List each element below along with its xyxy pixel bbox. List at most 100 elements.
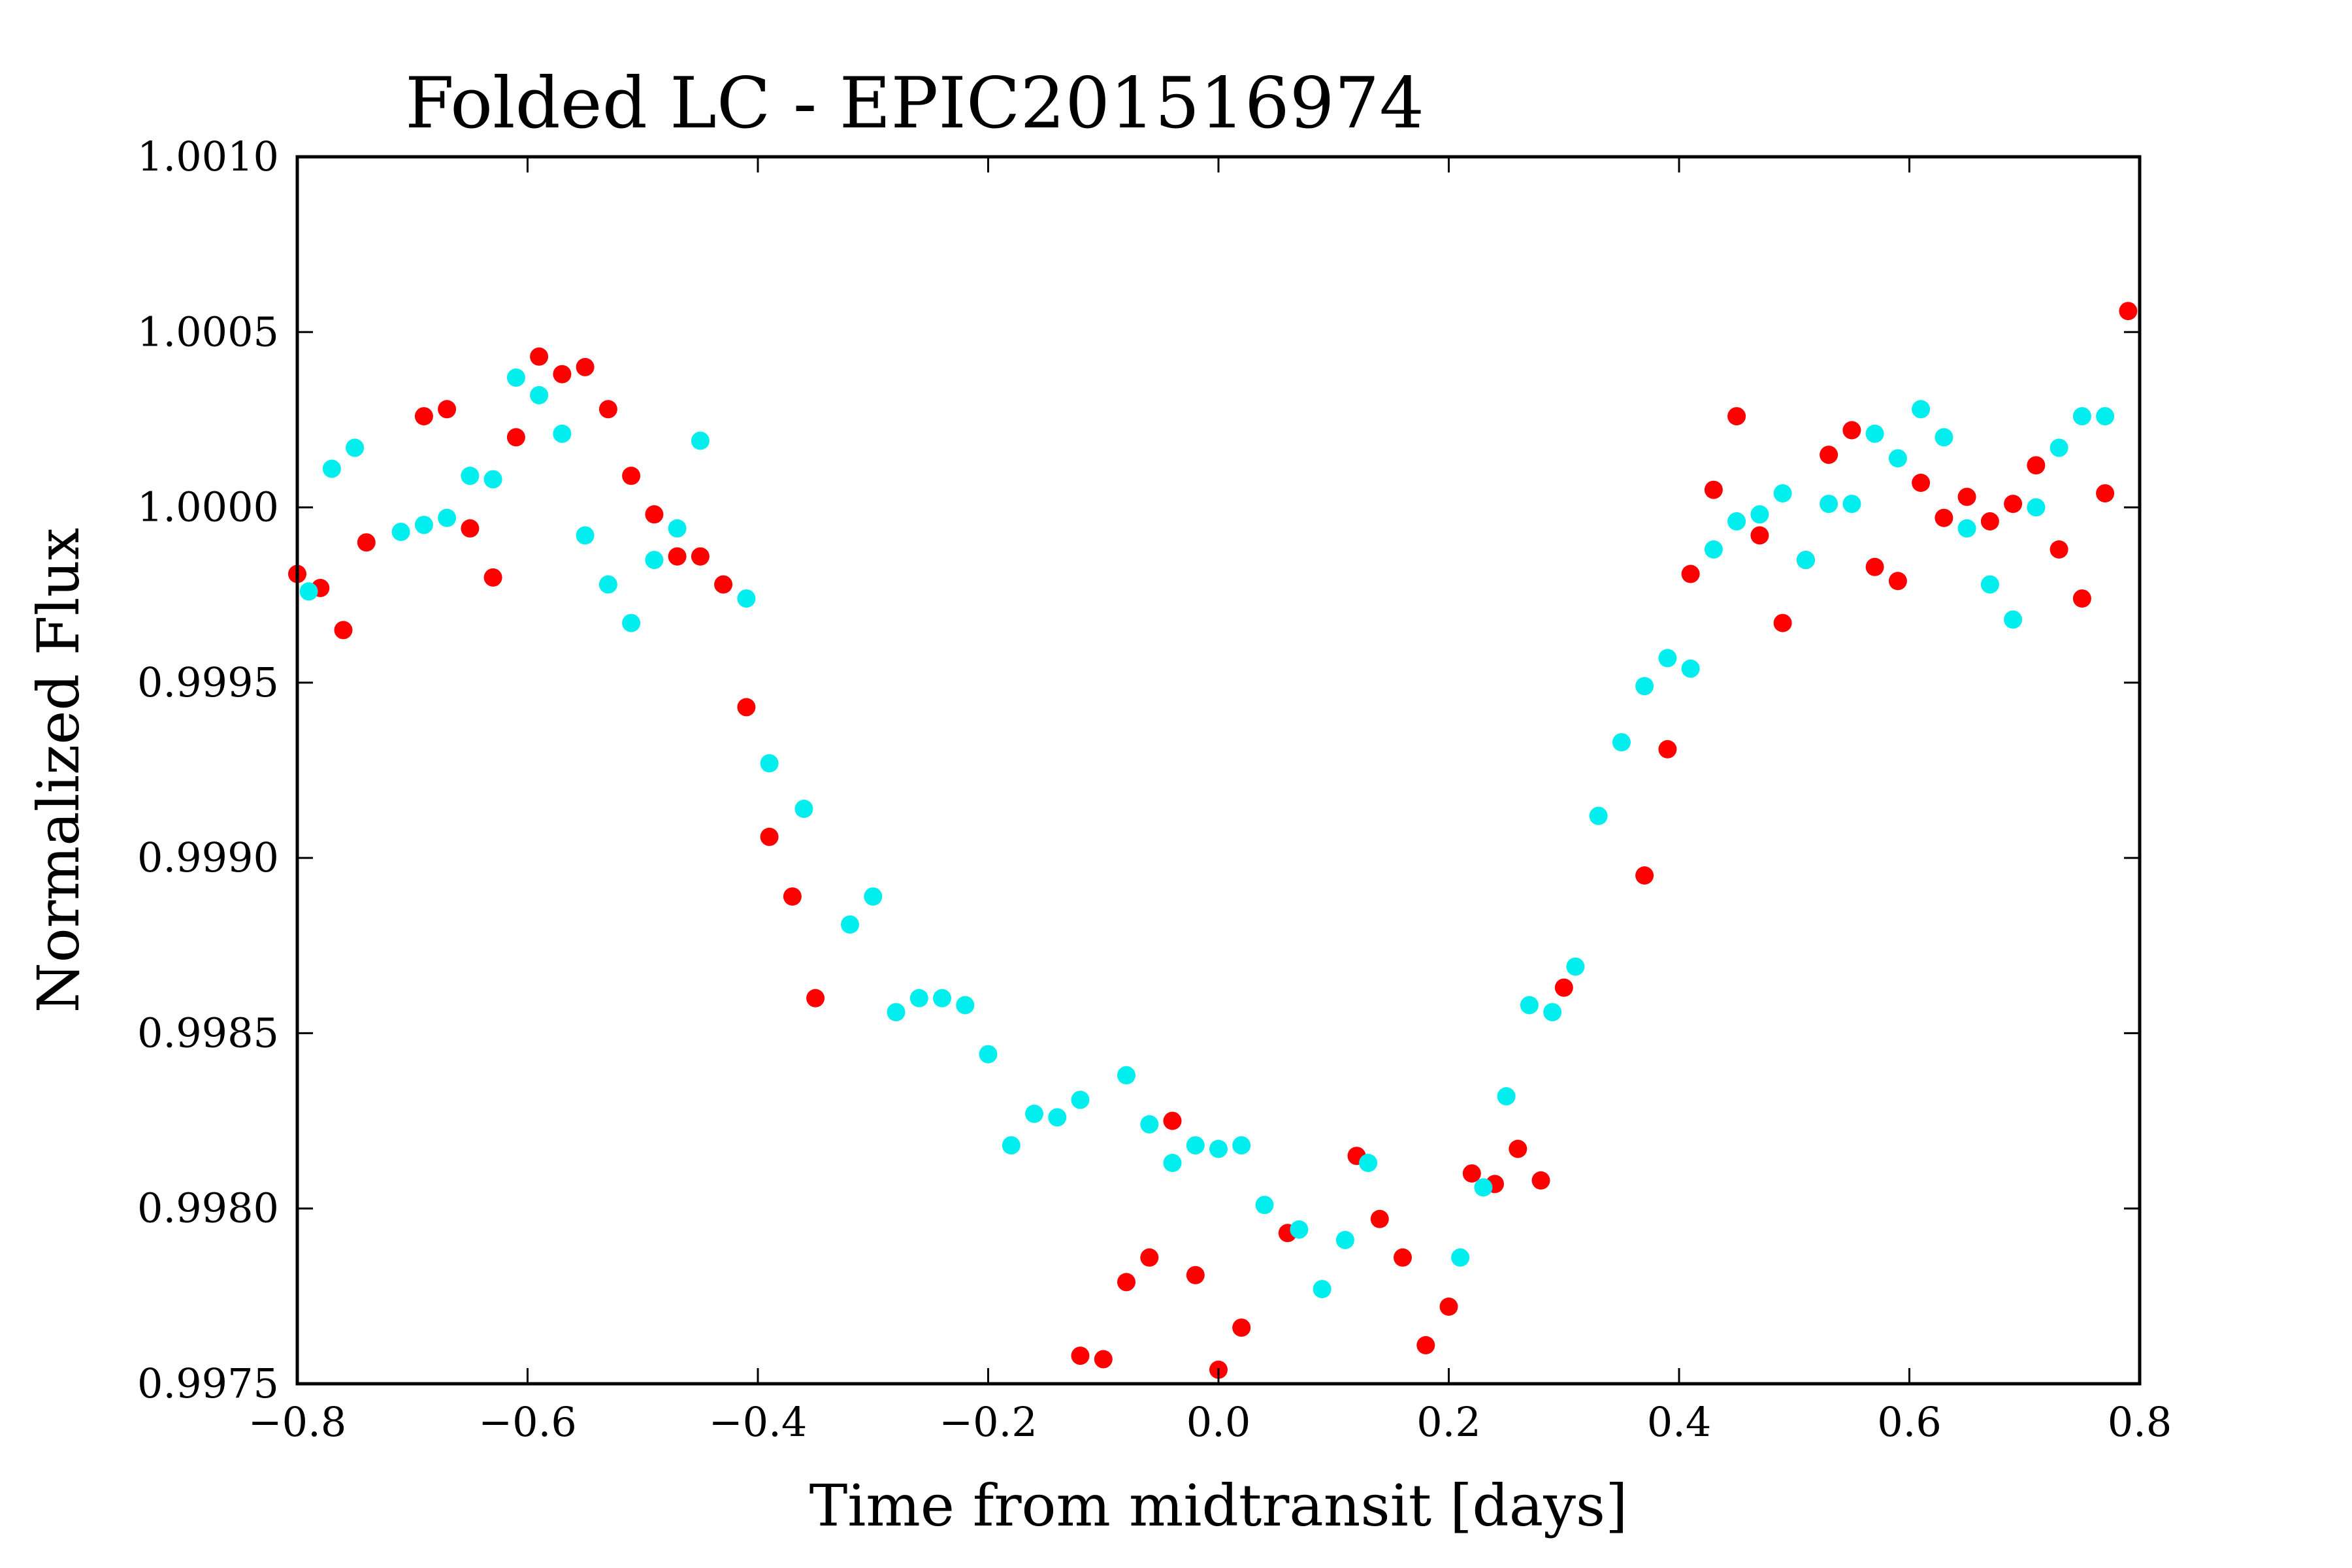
data-point-series-1 [1232,1318,1251,1337]
data-point-series-1 [1370,1209,1389,1228]
data-point-series-2 [760,754,779,773]
data-point-series-2 [1727,512,1746,531]
data-point-series-2 [1025,1104,1043,1123]
data-point-series-2 [737,589,756,608]
y-tick-label: 0.9995 [137,659,279,706]
data-point-series-1 [414,407,433,426]
data-point-series-2 [1451,1248,1470,1267]
data-point-series-2 [1589,806,1608,825]
data-point-series-2 [887,1003,906,1022]
data-point-series-2 [1912,400,1931,419]
data-point-series-1 [1509,1139,1527,1158]
data-point-series-1 [783,887,802,906]
data-point-series-1 [1186,1266,1205,1284]
data-point-series-2 [483,470,502,489]
data-point-series-2 [1255,1196,1274,1215]
data-point-series-1 [668,547,687,566]
data-point-series-2 [1163,1154,1182,1172]
x-tick-label: −0.4 [709,1398,808,1446]
data-point-series-2 [461,466,480,485]
data-point-series-2 [506,368,525,387]
data-point-series-2 [645,551,664,570]
data-point-series-1 [1704,480,1723,499]
data-point-series-2 [1612,733,1631,752]
data-point-series-2 [1566,957,1585,976]
data-point-series-2 [794,800,813,818]
data-point-series-2 [909,988,928,1007]
data-point-series-2 [2072,407,2091,426]
data-point-series-2 [1865,424,1884,443]
data-points [288,302,2138,1379]
data-point-series-2 [1002,1136,1021,1155]
data-point-series-1 [1071,1347,1090,1365]
data-point-series-1 [1439,1298,1458,1316]
data-point-series-1 [506,428,525,447]
data-point-series-1 [334,621,353,640]
y-tick-label: 0.9985 [137,1009,279,1056]
data-point-series-2 [2096,407,2115,426]
x-tick-label: −0.6 [478,1398,577,1446]
data-point-series-2 [598,575,617,594]
data-point-series-2 [1842,495,1861,514]
data-point-series-2 [1704,540,1723,559]
data-point-series-2 [438,508,457,527]
data-point-series-2 [2050,438,2068,457]
data-point-series-2 [2004,610,2023,629]
x-axis-label: Time from midtransit [days] [809,1472,1628,1539]
data-point-series-2 [2027,498,2046,517]
data-point-series-1 [1681,564,1700,583]
data-point-series-1 [714,575,733,594]
data-point-series-2 [1681,659,1700,678]
data-point-series-1 [1117,1273,1135,1292]
data-point-series-1 [2050,540,2068,559]
data-point-series-1 [622,466,641,485]
data-point-series-1 [1750,526,1769,545]
data-point-series-2 [391,523,410,542]
data-point-series-2 [622,613,641,632]
data-point-series-1 [1163,1111,1182,1130]
data-point-series-1 [1416,1336,1435,1354]
data-point-series-2 [322,459,341,478]
data-point-series-1 [760,827,779,846]
data-point-series-2 [1359,1154,1378,1172]
data-point-series-2 [979,1045,998,1064]
data-point-series-2 [1888,449,1907,468]
data-point-series-2 [1543,1003,1562,1022]
data-point-series-1 [483,568,502,587]
data-point-series-2 [1232,1136,1251,1155]
data-point-series-2 [1474,1178,1493,1197]
data-point-series-1 [1140,1248,1159,1267]
x-tick-label: 0.8 [2108,1398,2172,1446]
data-point-series-2 [1335,1231,1354,1249]
data-point-series-2 [933,988,951,1007]
y-tick-label: 1.0010 [137,133,279,180]
data-point-series-2 [1658,649,1677,668]
data-point-series-1 [1727,407,1746,426]
data-point-series-2 [1980,575,1999,594]
data-point-series-1 [2004,495,2023,514]
data-point-series-1 [598,400,617,419]
data-point-series-1 [576,357,595,376]
data-point-series-1 [1462,1164,1481,1183]
data-point-series-1 [1773,613,1792,632]
x-tick-label: 0.6 [1877,1398,1942,1446]
data-point-series-1 [1912,474,1931,492]
data-point-series-2 [1957,519,1976,538]
plot-frame [295,155,2142,1386]
data-point-series-2 [1186,1136,1205,1155]
data-point-series-1 [1394,1248,1412,1267]
y-tick-label: 1.0005 [137,308,279,355]
x-tick-label: 0.4 [1647,1398,1712,1446]
y-tick-label: 0.9975 [137,1360,279,1407]
y-axis: 0.9975 0.9980 0.9985 0.9990 0.9995 1.0000 1.00… [137,133,2140,1407]
data-point-series-1 [2072,589,2091,608]
data-point-series-2 [1140,1115,1159,1134]
data-point-series-2 [1935,428,1953,447]
data-point-series-1 [1531,1171,1550,1190]
data-point-series-2 [1635,677,1654,696]
data-point-series-2 [1071,1090,1090,1109]
data-point-series-1 [1888,572,1907,591]
data-point-series-2 [576,526,595,545]
x-tick-label: −0.2 [939,1398,1037,1446]
